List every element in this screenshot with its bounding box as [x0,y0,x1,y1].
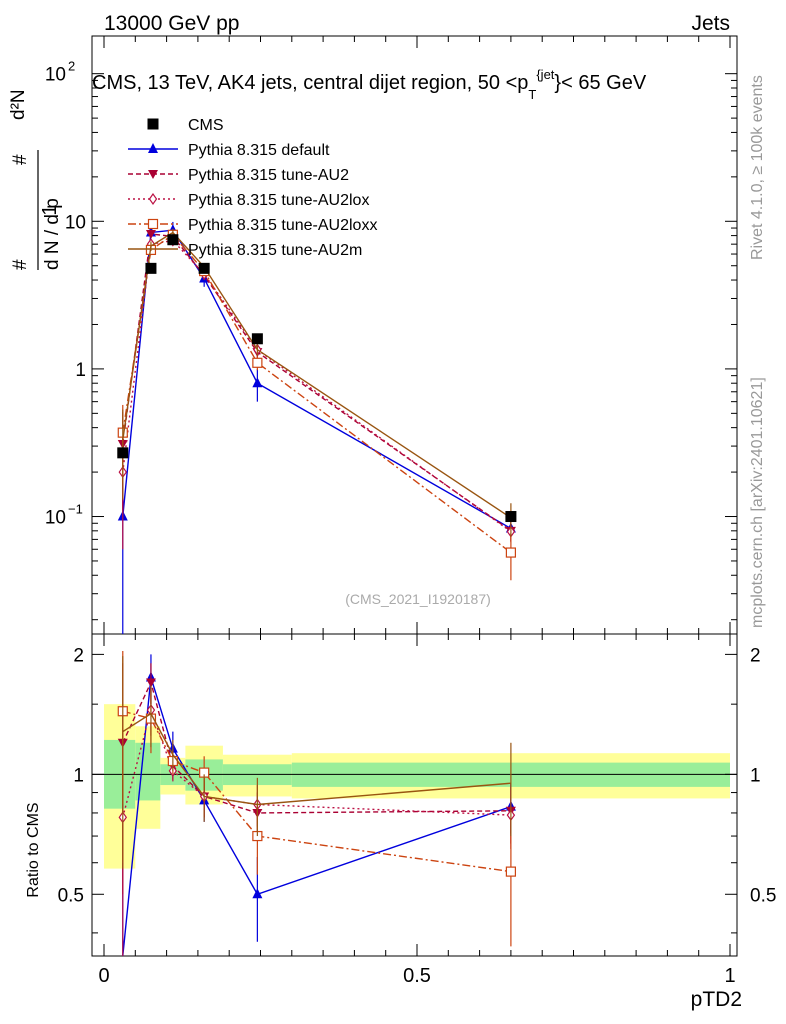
ratio-series-layer [117,650,516,957]
legend-label: Pythia 8.315 tune-AU2m [188,242,362,259]
cms-data-point [198,262,210,274]
x-tick-label: 0.5 [403,965,431,987]
legend-label: CMS [188,117,224,134]
mcplots-label: mcplots.cern.ch [arXiv:2401.10621] [749,377,766,628]
series-point [252,357,263,368]
legend-marker [148,170,158,179]
series-line-3 [122,233,512,554]
main-y-tick-exponent: 2 [68,59,75,74]
cms-data-point [167,234,179,246]
cms-data-point [145,262,157,274]
ratio-line-2 [122,707,511,818]
cms-data-point [117,447,129,459]
main-series-layer [117,221,517,634]
ratio-y-tick-label: 2 [73,645,84,666]
ratio-uncertainty-bands [104,704,730,869]
ratio-line-0 [122,677,512,957]
svg-text:#: # [10,259,31,270]
ratio-line-3 [122,710,511,873]
legend: CMS Pythia 8.315 default Pythia 8.315 tune… [128,117,377,259]
ratio-y-tick-label-right: 1 [750,765,761,786]
series-point [505,547,516,558]
series-point [145,230,156,240]
x-tick-label: 1 [724,965,735,987]
ratio-point [252,888,263,899]
rivet-label: Rivet 4.1.0, ≥ 100k events [749,75,766,260]
ratio-y-tick-label: 1 [73,765,84,786]
y-label-dn-dpt: d N / d p [42,198,63,270]
main-y-tick-label: 10 [45,508,66,529]
legend-marker [148,143,158,153]
legend-label: Pythia 8.315 tune-AU2 [188,167,349,184]
legend-label: Pythia 8.315 default [188,142,330,159]
series-line-4 [122,231,512,519]
svg-text:1: 1 [39,204,61,215]
cms-data-point [505,511,517,523]
legend-label: Pythia 8.315 tune-AU2lox [188,192,369,209]
ratio-y-tick-label: 0.5 [58,885,84,906]
main-y-tick-label: 10 [65,212,86,233]
legend-marker [147,118,159,130]
ratio-y-axis-label: Ratio to CMS [25,802,42,897]
series-line-2 [122,239,512,533]
header-right: Jets [691,12,730,35]
main-y-tick-exponent: −1 [68,502,83,517]
analysis-watermark: (CMS_2021_I1920187) [345,591,491,607]
main-y-axis-label: # 1 # d²N [8,89,61,270]
svg-text:d²N: d²N [8,89,29,120]
ratio-point [145,678,156,688]
series-point [252,377,263,388]
legend-marker [148,192,158,206]
svg-text:#: # [10,154,31,165]
series-line-0 [122,229,512,530]
ratio-plot-frame [91,633,738,957]
ratio-line-4 [122,712,511,806]
main-y-tick-label: 1 [75,360,86,381]
legend-label: Pythia 8.315 tune-AU2loxx [188,217,377,234]
main-y-tick-label: 10 [45,65,66,86]
x-tick-label: 0 [98,965,109,987]
x-axis-label: pTD2 [691,988,742,1011]
ratio-y-tick-label-right: 2 [750,645,761,666]
header-left: 13000 GeV pp [104,12,239,35]
ratio-point [505,866,516,877]
cms-data-point [251,333,263,345]
ratio-y-tick-label-right: 0.5 [750,885,776,906]
ratio-axis-ticks: 0 0.5 1 0.5 0.5 1 1 2 2 [58,634,776,987]
legend-marker [147,218,159,230]
chart-title: CMS, 13 TeV, AK4 jets, central dijet reg… [92,67,647,102]
series-line-1 [122,233,512,532]
